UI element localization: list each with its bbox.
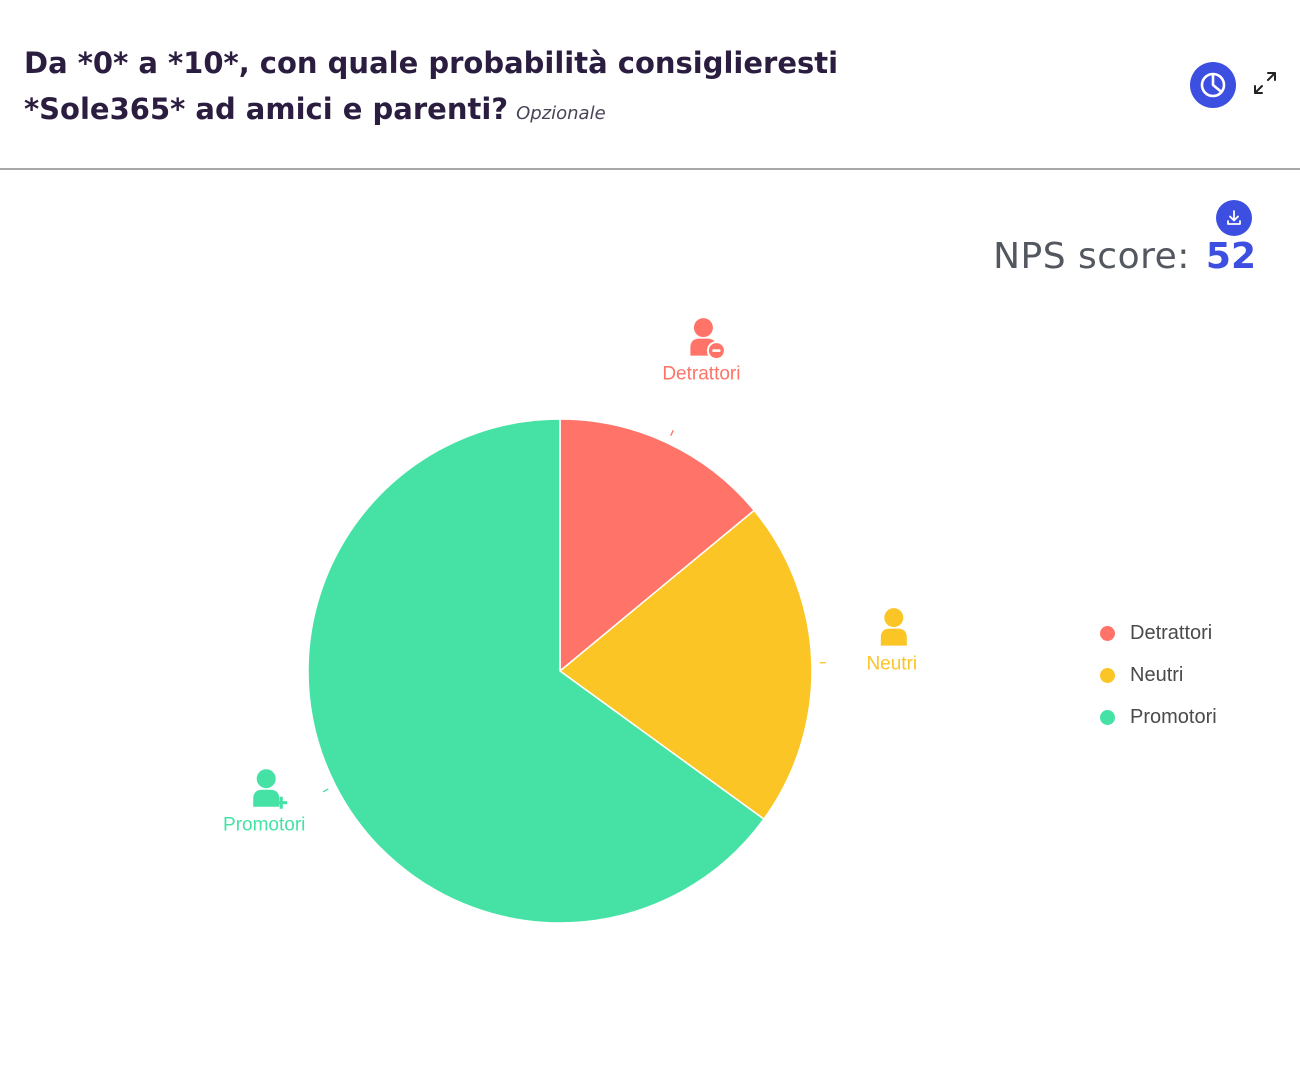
chart-legend: Detrattori Neutri Promotori [1100,612,1217,738]
pie-label-neutri: Neutri [866,608,917,675]
pie-slice-neutri[interactable] [558,509,813,821]
legend-dot [1100,667,1115,683]
legend-label: Neutri [1130,663,1184,686]
user-minus-icon [690,318,726,361]
pie-slice-detrattori[interactable] [559,418,756,673]
nps-label: NPS score: [993,236,1190,277]
pie-label-text: Neutri [866,654,917,675]
pie-label-detrattori: Detrattori [662,318,740,385]
legend-item-detrattori[interactable]: Detrattori [1100,612,1217,654]
legend-item-promotori[interactable]: Promotori [1100,696,1217,738]
pie-chart: Detrattori Neutri Promotori [223,318,917,924]
legend-dot [1100,625,1115,641]
expand-button[interactable] [1248,66,1282,100]
pie-label-promotori: Promotori [223,769,305,836]
nps-value: 52 [1205,236,1256,277]
pie-leader-promotori [322,788,329,793]
legend-label: Promotori [1130,705,1217,728]
question-header: Da *0* a *10*, con quale probabilità con… [0,0,1300,170]
pie-label-text: Promotori [223,815,305,836]
pie-labels: Detrattori Neutri Promotori [223,318,917,836]
pie-slices [307,418,813,924]
nps-score: NPS score: 52 [993,236,1256,277]
download-icon [1227,210,1241,225]
question-text: Da *0* a *10*, con quale probabilità con… [24,46,839,126]
download-button[interactable] [1216,200,1252,236]
legend-item-neutri[interactable]: Neutri [1100,654,1217,696]
pie-chart-icon [1200,72,1226,98]
pie-slice-promotori[interactable] [307,418,765,924]
optional-label: Opzionale [516,103,606,124]
user-icon [880,608,907,646]
pie-leader-detrattori [670,430,674,436]
legend-dot [1100,709,1115,725]
expand-icon [1254,72,1276,94]
question-title: Da *0* a *10*, con quale probabilità con… [24,40,924,137]
user-plus-icon [253,769,288,809]
legend-label: Detrattori [1130,621,1213,644]
pie-label-text: Detrattori [662,364,740,385]
chart-type-button[interactable] [1190,62,1236,108]
